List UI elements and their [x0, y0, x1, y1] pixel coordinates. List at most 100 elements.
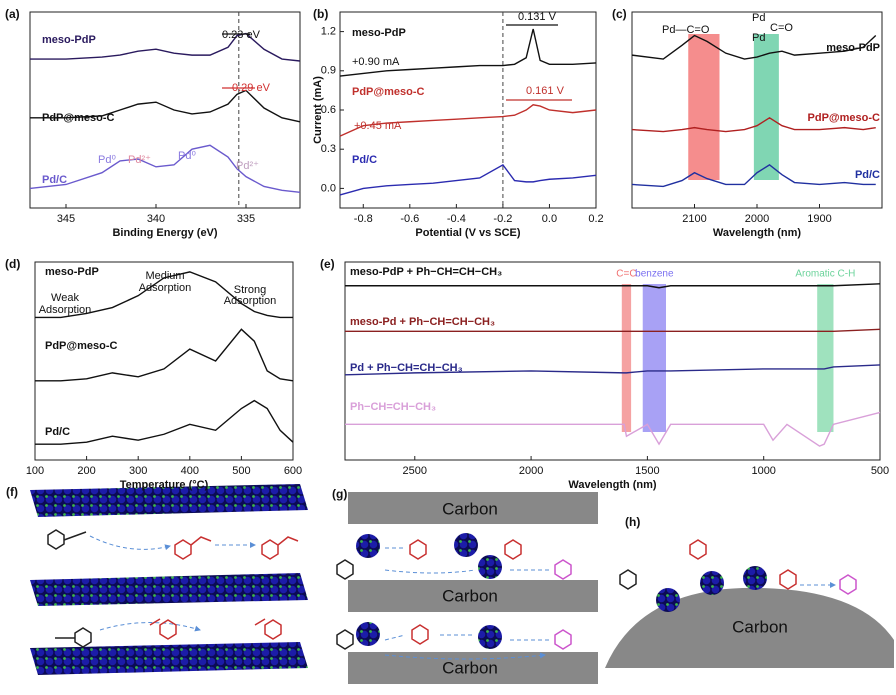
annotation: Pd—C=O [662, 24, 710, 36]
annotation: Strong [234, 284, 266, 296]
x-tick-label: -0.6 [400, 213, 419, 225]
carbon-support [605, 587, 894, 668]
annotation: +0.90 mA [352, 56, 400, 68]
carbon-label: Carbon [442, 658, 498, 677]
panel-label: (d) [5, 257, 20, 271]
panel: 345 340 335 Binding Energy (eV) (a) meso-PdP P… [5, 7, 301, 239]
molecule [554, 559, 572, 650]
series-label: Ph−CH=CH−CH₃ [350, 401, 436, 413]
arrow [384, 547, 550, 659]
y-tick-label: 0.6 [321, 104, 336, 116]
x-tick-label: 600 [284, 465, 302, 477]
schematic-f: (f) [6, 484, 308, 675]
x-tick-label: 400 [181, 465, 199, 477]
series-line [631, 117, 876, 133]
y-tick-label: 0.0 [321, 182, 336, 194]
panel: 100 200 300 400 500 600 Temperature (°C) (d) mes… [5, 257, 302, 491]
nanosheet [30, 642, 308, 675]
x-tick-label: 345 [57, 213, 75, 225]
x-tick-label: 340 [147, 213, 165, 225]
series-label: Pd/C [352, 154, 377, 166]
x-tick-label: 1500 [635, 465, 659, 477]
molecule [47, 529, 87, 550]
annotation: Adsorption [139, 282, 192, 294]
x-tick-label: 0.0 [542, 213, 557, 225]
x-tick-label: 2100 [682, 213, 706, 225]
nanoparticle [478, 555, 502, 579]
annotation: Pd [752, 12, 765, 24]
series-label: meso-PdP [45, 266, 99, 278]
series-label: PdP@meso-C [808, 112, 881, 124]
x-tick-label: -0.2 [493, 213, 512, 225]
molecule [174, 536, 212, 560]
annotation: Pd²⁺ [236, 160, 259, 172]
series-line [345, 283, 881, 289]
x-tick-label: 500 [871, 465, 889, 477]
panel-label: (c) [612, 7, 627, 21]
annotation: Pd⁰ [98, 154, 116, 166]
molecule [336, 559, 354, 650]
series-line [35, 328, 294, 382]
molecule [254, 618, 282, 640]
nanoparticle [454, 533, 478, 557]
x-tick-label: 0.2 [588, 213, 603, 225]
series-line [35, 399, 294, 445]
molecule [55, 627, 92, 648]
highlight-band [621, 284, 632, 432]
series-line [30, 32, 301, 62]
carbon-layer [348, 652, 598, 684]
annotation: 0.131 V [518, 11, 557, 23]
band-label: benzene [635, 269, 674, 280]
x-axis-label: Temperature (°C) [120, 479, 209, 491]
panel-label: (a) [5, 7, 20, 21]
panel-label: (f) [6, 485, 18, 499]
series-label: Pd/C [42, 174, 67, 186]
series-label: meso-PdP [826, 42, 880, 54]
x-tick-label: -0.4 [447, 213, 466, 225]
nanoparticle [356, 622, 380, 646]
series-label: PdP@meso-C [42, 112, 115, 124]
x-tick-label: 300 [129, 465, 147, 477]
nanosheet [30, 573, 308, 606]
plot-frame [29, 11, 301, 209]
arrow [89, 535, 171, 551]
series-label: meso-PdP + Ph−CH=CH−CH₃ [350, 266, 502, 278]
x-axis-label: Wavelength (nm) [713, 227, 802, 239]
y-axis-label: Current (mA) [312, 76, 324, 144]
highlight-band [642, 284, 666, 432]
plot-frame [34, 261, 294, 461]
x-tick-label: 335 [237, 213, 255, 225]
annotation: Pd⁰ [178, 150, 196, 162]
highlight-band [817, 284, 834, 432]
x-tick-label: 2000 [745, 213, 769, 225]
series-line [345, 411, 881, 447]
nanosheet [30, 484, 308, 517]
series-label: Pd/C [855, 169, 880, 181]
x-tick-label: 2500 [403, 465, 427, 477]
annotation: Weak [51, 292, 79, 304]
series-line [339, 163, 597, 196]
nanoparticle [656, 588, 680, 612]
y-tick-label: 0.9 [321, 65, 336, 77]
panel: -0.8 -0.6 -0.4 -0.2 0.0 0.2 0.0 0.3 0.6 0.9 1.2 Pot… [312, 7, 604, 239]
molecule [689, 539, 797, 590]
panel-label: (b) [313, 7, 328, 21]
series-line [30, 89, 301, 123]
x-axis-label: Potential (V vs SCE) [415, 227, 520, 239]
x-tick-label: -0.8 [354, 213, 373, 225]
carbon-label: Carbon [442, 499, 498, 518]
carbon-label: Carbon [442, 586, 498, 605]
x-tick-label: 1900 [807, 213, 831, 225]
series-line [344, 364, 881, 376]
molecule [409, 539, 522, 645]
annotation: 0.161 V [526, 85, 565, 97]
annotation: Pd²⁺ [128, 154, 151, 166]
nanoparticle [700, 571, 724, 595]
molecule [149, 618, 177, 640]
series-label: Pd + Ph−CH=CH−CH₃ [350, 362, 463, 374]
molecule [839, 574, 857, 595]
plot-frame [344, 261, 881, 461]
panel-label: (e) [320, 257, 335, 271]
series-line [35, 271, 293, 319]
